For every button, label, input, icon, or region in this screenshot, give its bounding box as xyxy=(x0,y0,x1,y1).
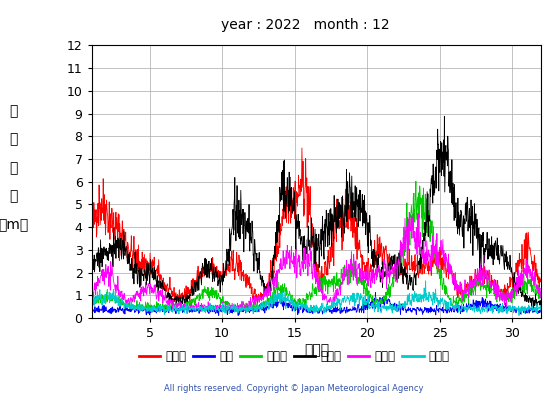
唐桑 xyxy=(235,313,241,318)
生月島 xyxy=(240,302,247,307)
屋久島 xyxy=(240,305,246,310)
屋久島 xyxy=(88,303,95,308)
上ノ国 xyxy=(164,281,170,286)
石廠崎 xyxy=(334,281,341,286)
屋久島 xyxy=(148,310,154,314)
Text: （m）: （m） xyxy=(0,218,29,232)
石廠崎 xyxy=(240,308,247,312)
屋久島 xyxy=(325,308,331,313)
経ヶ崎 xyxy=(148,270,154,275)
上ノ国 xyxy=(240,274,246,278)
上ノ国 xyxy=(334,224,341,228)
経ヶ崎 xyxy=(240,231,246,236)
上ノ国 xyxy=(88,225,95,230)
X-axis label: （日）: （日） xyxy=(304,343,329,357)
石廠崎 xyxy=(88,302,95,307)
Line: 唐桑: 唐桑 xyxy=(92,293,541,316)
Line: 生月島: 生月島 xyxy=(92,213,541,310)
屋久島 xyxy=(164,302,170,307)
Line: 屋久島: 屋久島 xyxy=(92,281,541,316)
上ノ国 xyxy=(299,146,305,150)
唐桑 xyxy=(325,307,331,312)
上ノ国 xyxy=(148,260,154,265)
生月島 xyxy=(406,210,412,215)
上ノ国 xyxy=(538,275,544,280)
唐桑 xyxy=(334,305,341,310)
上ノ国 xyxy=(283,220,290,225)
経ヶ崎 xyxy=(164,295,170,299)
生月島 xyxy=(325,299,331,304)
屋久島 xyxy=(516,313,522,318)
Line: 上ノ国: 上ノ国 xyxy=(92,148,541,303)
唐桑 xyxy=(88,307,95,312)
Text: year : 2022   month : 12: year : 2022 month : 12 xyxy=(221,18,390,32)
Text: 有: 有 xyxy=(9,104,18,118)
経ヶ崎 xyxy=(325,244,331,249)
Text: 義: 義 xyxy=(9,133,18,147)
Legend: 上ノ国, 唐桑, 石廠崎, 経ヶ崎, 生月島, 屋久島: 上ノ国, 唐桑, 石廠崎, 経ヶ崎, 生月島, 屋久島 xyxy=(134,345,454,367)
唐桑 xyxy=(148,307,154,312)
Line: 経ヶ崎: 経ヶ崎 xyxy=(92,116,541,309)
経ヶ崎 xyxy=(530,307,537,312)
唐桑 xyxy=(240,309,247,314)
屋久島 xyxy=(334,295,340,300)
経ヶ崎 xyxy=(334,203,340,208)
生月島 xyxy=(164,303,170,308)
唐桑 xyxy=(372,290,379,295)
石廠崎 xyxy=(284,288,290,293)
生月島 xyxy=(148,284,154,289)
石廠崎 xyxy=(412,179,419,184)
経ヶ崎 xyxy=(88,271,95,275)
生月島 xyxy=(88,290,95,295)
生月島 xyxy=(224,308,230,313)
Text: 高: 高 xyxy=(9,190,18,203)
石廠崎 xyxy=(325,283,331,288)
経ヶ崎 xyxy=(441,114,448,118)
石廠崎 xyxy=(164,307,171,311)
屋久島 xyxy=(422,278,429,283)
唐桑 xyxy=(284,303,290,308)
唐桑 xyxy=(538,308,544,312)
石廠崎 xyxy=(148,306,155,311)
生月島 xyxy=(538,296,544,301)
上ノ国 xyxy=(325,248,331,252)
Line: 石廠崎: 石廠崎 xyxy=(92,181,541,312)
石廠崎 xyxy=(538,295,544,299)
Text: 波: 波 xyxy=(9,161,18,175)
経ヶ崎 xyxy=(283,198,290,202)
生月島 xyxy=(334,293,341,297)
経ヶ崎 xyxy=(538,298,544,303)
石廠崎 xyxy=(147,309,153,314)
唐桑 xyxy=(164,305,170,310)
Text: All rights reserved. Copyright © Japan Meteorological Agency: All rights reserved. Copyright © Japan M… xyxy=(164,384,424,393)
上ノ国 xyxy=(501,301,508,305)
屋久島 xyxy=(538,310,544,314)
屋久島 xyxy=(283,298,290,303)
生月島 xyxy=(284,262,290,267)
